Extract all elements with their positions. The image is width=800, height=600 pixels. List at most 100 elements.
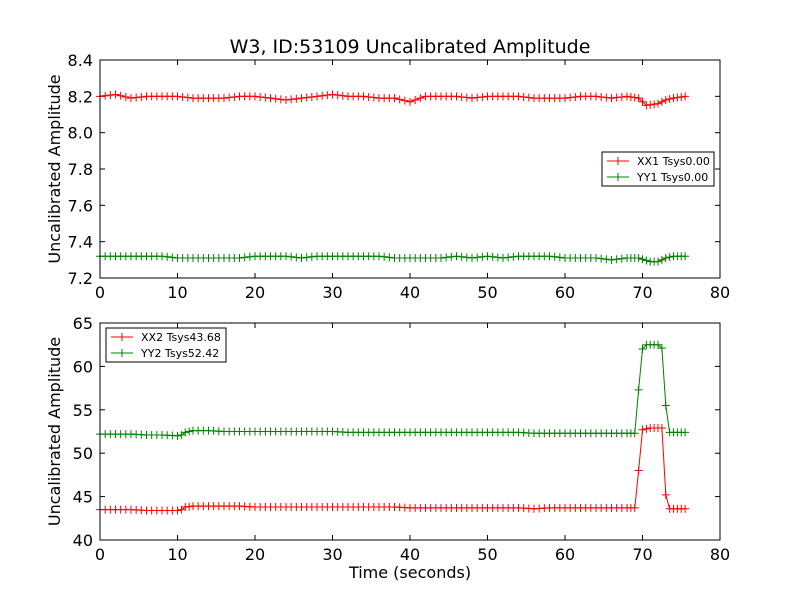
- data-point: [302, 253, 311, 262]
- data-point: [406, 97, 414, 106]
- data-point: [550, 252, 559, 261]
- legend: XX1 Tsys0.00 YY1 Tsys0.00: [601, 151, 715, 187]
- data-point: [266, 94, 275, 103]
- x-tick-label: 10: [167, 545, 187, 564]
- data-point: [473, 253, 482, 262]
- data-point: [661, 254, 670, 263]
- data-point: [462, 93, 471, 102]
- data-point: [654, 99, 662, 108]
- data-point: [137, 92, 146, 101]
- data-point: [185, 427, 194, 436]
- x-tick-label: 20: [245, 283, 265, 302]
- data-point: [654, 340, 662, 349]
- data-point: [602, 93, 611, 102]
- data-point: [437, 254, 445, 263]
- data-point: [681, 252, 690, 261]
- data-point: [561, 94, 569, 103]
- data-point: [183, 93, 192, 102]
- data-point: [493, 253, 502, 262]
- data-point: [607, 255, 616, 264]
- data-point: [612, 93, 621, 102]
- data-point: [442, 253, 451, 262]
- data-point: [235, 254, 244, 263]
- series-1: [96, 90, 690, 110]
- data-point: [478, 252, 487, 261]
- series-line: [100, 427, 686, 511]
- data-point: [642, 424, 651, 433]
- data-point: [313, 92, 321, 101]
- x-tick-label: 0: [95, 283, 105, 302]
- data-point: [292, 253, 301, 262]
- data-point: [181, 428, 190, 437]
- data-point: [411, 95, 420, 104]
- data-point: [318, 91, 327, 100]
- data-point: [630, 429, 639, 438]
- data-point: [359, 92, 368, 101]
- bottom-subplot: 0 10 20 30 40 50 60 70 80 40 45 50 55 60 65 Uncalibrate…: [45, 314, 730, 564]
- data-point: [220, 94, 228, 103]
- data-point: [333, 91, 342, 100]
- data-point: [638, 97, 647, 106]
- data-point: [292, 94, 301, 103]
- y-tick-label: 7.8: [68, 160, 93, 179]
- data-point: [597, 92, 606, 101]
- data-point: [665, 95, 674, 104]
- data-point: [457, 92, 466, 101]
- data-point: [626, 92, 635, 101]
- x-tick-label: 40: [400, 545, 420, 564]
- data-point: [657, 97, 666, 106]
- legend-marker: [118, 349, 126, 357]
- data-point: [462, 253, 471, 262]
- data-point: [669, 94, 678, 103]
- data-point: [282, 95, 290, 104]
- data-point: [416, 94, 425, 103]
- data-point: [173, 431, 182, 440]
- data-point: [665, 253, 674, 262]
- data-point: [173, 92, 182, 101]
- series-2: [96, 340, 690, 440]
- data-point: [271, 94, 280, 103]
- data-point: [297, 254, 306, 263]
- data-point: [514, 92, 523, 101]
- data-point: [338, 91, 347, 100]
- data-point: [654, 257, 662, 266]
- x-tick-label: 50: [477, 545, 497, 564]
- legend-box: [105, 327, 227, 363]
- data-point: [127, 94, 135, 103]
- data-point: [650, 100, 659, 109]
- legend-label: YY2 Tsys52.42: [140, 347, 219, 360]
- legend-label: XX2 Tsys43.68: [141, 331, 221, 344]
- data-point: [302, 93, 311, 102]
- y-tick-label: 60: [73, 357, 93, 376]
- data-point: [364, 92, 373, 101]
- data-point: [307, 252, 316, 261]
- x-tick-label: 30: [322, 545, 342, 564]
- data-point: [328, 90, 337, 99]
- data-point: [673, 93, 682, 102]
- data-point: [607, 94, 616, 103]
- data-point: [452, 92, 461, 101]
- axes-frame: [99, 322, 721, 541]
- x-tick-label: 0: [95, 545, 105, 564]
- data-point: [245, 252, 254, 261]
- data-point: [638, 345, 647, 354]
- y-tick-label: 55: [73, 401, 93, 420]
- y-tick-label: 7.2: [68, 269, 93, 288]
- data-point: [617, 254, 626, 263]
- data-point: [473, 93, 482, 102]
- data-point: [447, 252, 456, 261]
- data-point: [101, 91, 110, 100]
- data-point: [390, 94, 399, 103]
- data-point: [617, 92, 626, 101]
- y-tick-label: 45: [73, 488, 93, 507]
- data-point: [630, 93, 639, 102]
- y-tick-label: 8.0: [68, 124, 93, 143]
- data-point: [499, 254, 507, 263]
- data-point: [261, 93, 270, 102]
- data-point: [251, 92, 259, 101]
- data-point: [657, 344, 666, 353]
- x-axis-label: Time (seconds): [348, 563, 471, 582]
- data-point: [638, 255, 647, 264]
- data-point: [282, 252, 290, 261]
- data-point: [661, 490, 670, 499]
